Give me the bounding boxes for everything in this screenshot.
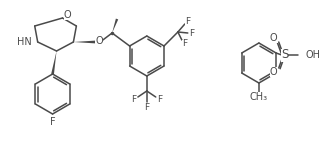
Text: F: F — [144, 104, 149, 113]
Polygon shape — [112, 19, 118, 33]
Text: F: F — [157, 95, 162, 105]
Text: F: F — [189, 28, 194, 38]
Text: S: S — [281, 48, 288, 61]
Text: HN: HN — [17, 37, 32, 47]
Text: O: O — [95, 36, 103, 46]
Polygon shape — [74, 41, 95, 43]
Text: F: F — [50, 117, 55, 127]
Text: F: F — [185, 16, 191, 26]
Text: O: O — [270, 33, 278, 43]
Text: CH₃: CH₃ — [250, 92, 268, 102]
Text: O: O — [270, 67, 278, 77]
Text: OH: OH — [306, 50, 320, 60]
Text: O: O — [64, 10, 71, 20]
Text: F: F — [182, 40, 187, 48]
Polygon shape — [51, 51, 57, 74]
Text: F: F — [131, 95, 136, 105]
